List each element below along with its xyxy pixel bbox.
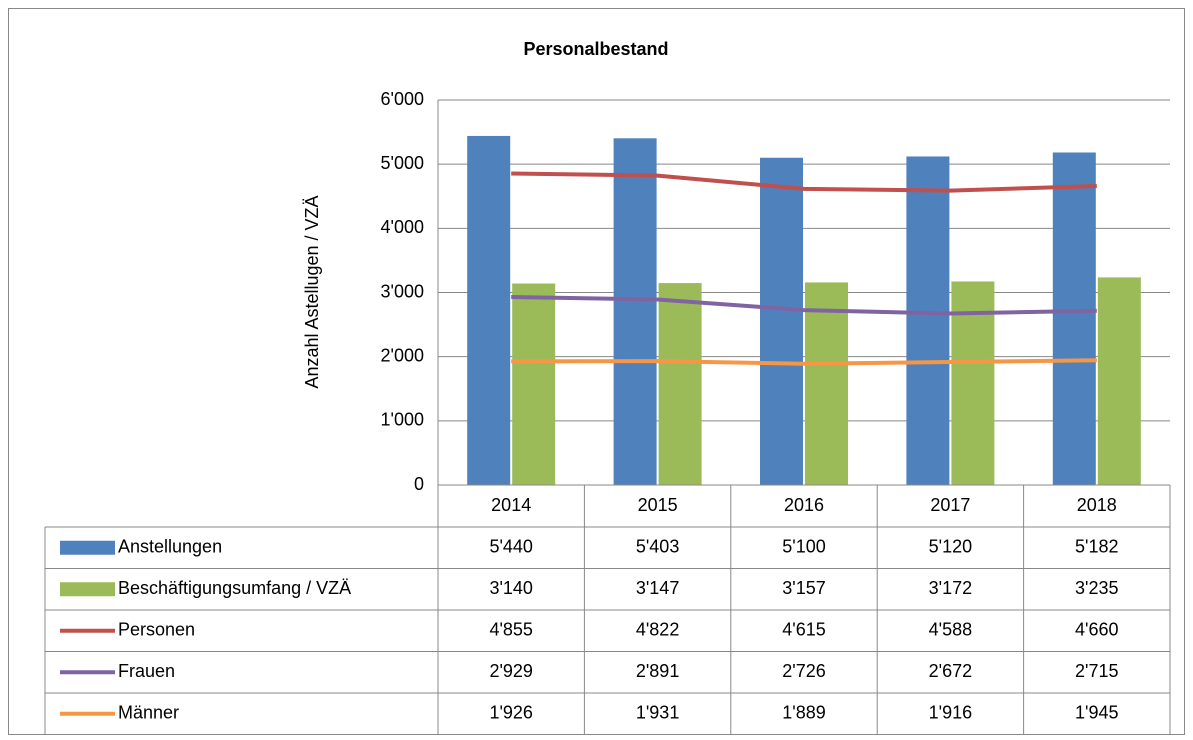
legend-label: Anstellungen (118, 537, 222, 557)
table-value: 1'945 (1075, 703, 1118, 723)
x-tick-label: 2014 (491, 495, 531, 515)
table-value: 5'120 (929, 537, 972, 557)
table-value: 5'440 (489, 537, 532, 557)
table-value: 3'172 (929, 578, 972, 598)
bar (760, 157, 803, 485)
table-value: 5'182 (1075, 537, 1118, 557)
x-tick-label: 2018 (1077, 495, 1117, 515)
line (511, 358, 1097, 366)
line (511, 171, 1097, 193)
bar (467, 135, 511, 485)
table-value: 1'889 (782, 703, 825, 723)
table-value: 1'916 (929, 703, 972, 723)
table-value: 4'855 (489, 620, 532, 640)
bar (658, 283, 702, 485)
bar (805, 282, 848, 485)
chart-title: Personalbestand (523, 39, 668, 59)
y-tick-label: 0 (414, 474, 424, 494)
legend-key (60, 582, 115, 597)
table-value: 2'672 (929, 661, 972, 681)
table-value: 5'100 (782, 537, 825, 557)
y-tick-label: 2'000 (381, 345, 424, 365)
bar (1052, 152, 1096, 485)
table-value: 2'891 (636, 661, 679, 681)
table-value: 3'235 (1075, 578, 1118, 598)
table-value: 3'147 (636, 578, 679, 598)
table-value: 4'615 (782, 620, 825, 640)
legend-key (60, 540, 115, 555)
table-value: 4'822 (636, 620, 679, 640)
bar (1097, 277, 1141, 485)
line (511, 295, 1097, 316)
legend-label: Beschäftigungsumfang / VZÄ (118, 578, 351, 598)
table-value: 3'157 (782, 578, 825, 598)
table-value: 4'588 (929, 620, 972, 640)
table-value: 4'660 (1075, 620, 1118, 640)
legend-label: Frauen (118, 661, 175, 681)
bar (613, 138, 657, 485)
y-tick-label: 6'000 (381, 89, 424, 109)
table-value: 2'715 (1075, 661, 1118, 681)
y-tick-label: 5'000 (381, 153, 424, 173)
table-value: 2'929 (489, 661, 532, 681)
x-tick-label: 2016 (784, 495, 824, 515)
legend-label: Männer (118, 703, 179, 723)
x-tick-label: 2017 (930, 495, 970, 515)
table-value: 1'931 (636, 703, 679, 723)
table-value: 2'726 (782, 661, 825, 681)
legend-label: Personen (118, 620, 195, 640)
table-value: 1'926 (489, 703, 532, 723)
table-value: 5'403 (636, 537, 679, 557)
y-axis-title: Anzahl Astellugen / VZÄ (302, 195, 322, 388)
bar (906, 156, 950, 485)
y-tick-label: 4'000 (381, 217, 424, 237)
x-tick-label: 2015 (638, 495, 678, 515)
y-tick-label: 3'000 (381, 281, 424, 301)
table-value: 3'140 (489, 578, 532, 598)
bar (512, 283, 556, 485)
y-tick-label: 1'000 (381, 410, 424, 430)
